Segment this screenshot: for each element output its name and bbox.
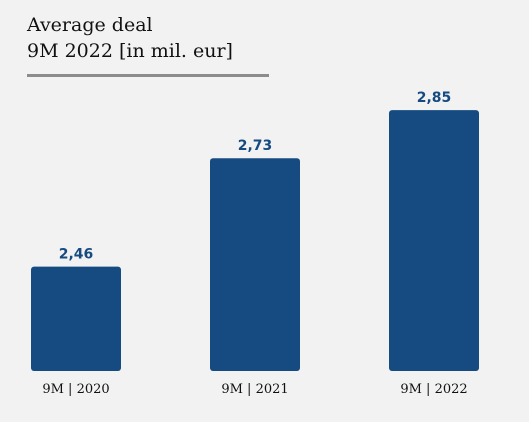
bar-2 — [210, 158, 300, 371]
x-tick-label-3: 9M | 2022 — [400, 382, 467, 397]
data-label-1: 2,46 — [59, 247, 94, 263]
chart-subtitle-line: 9M 2022 [in mil. eur] — [27, 40, 233, 62]
x-tick-label-1: 9M | 2020 — [42, 382, 109, 397]
chart-title: Average deal 9M 2022 [in mil. eur] — [27, 12, 233, 64]
bar-3 — [389, 110, 479, 372]
data-label-2: 2,73 — [238, 138, 273, 154]
chart-title-line: Average deal — [27, 14, 153, 36]
x-tick-label-2: 9M | 2021 — [221, 382, 288, 397]
bar-1 — [31, 266, 121, 371]
data-label-3: 2,85 — [417, 90, 452, 106]
title-underline — [27, 74, 269, 77]
